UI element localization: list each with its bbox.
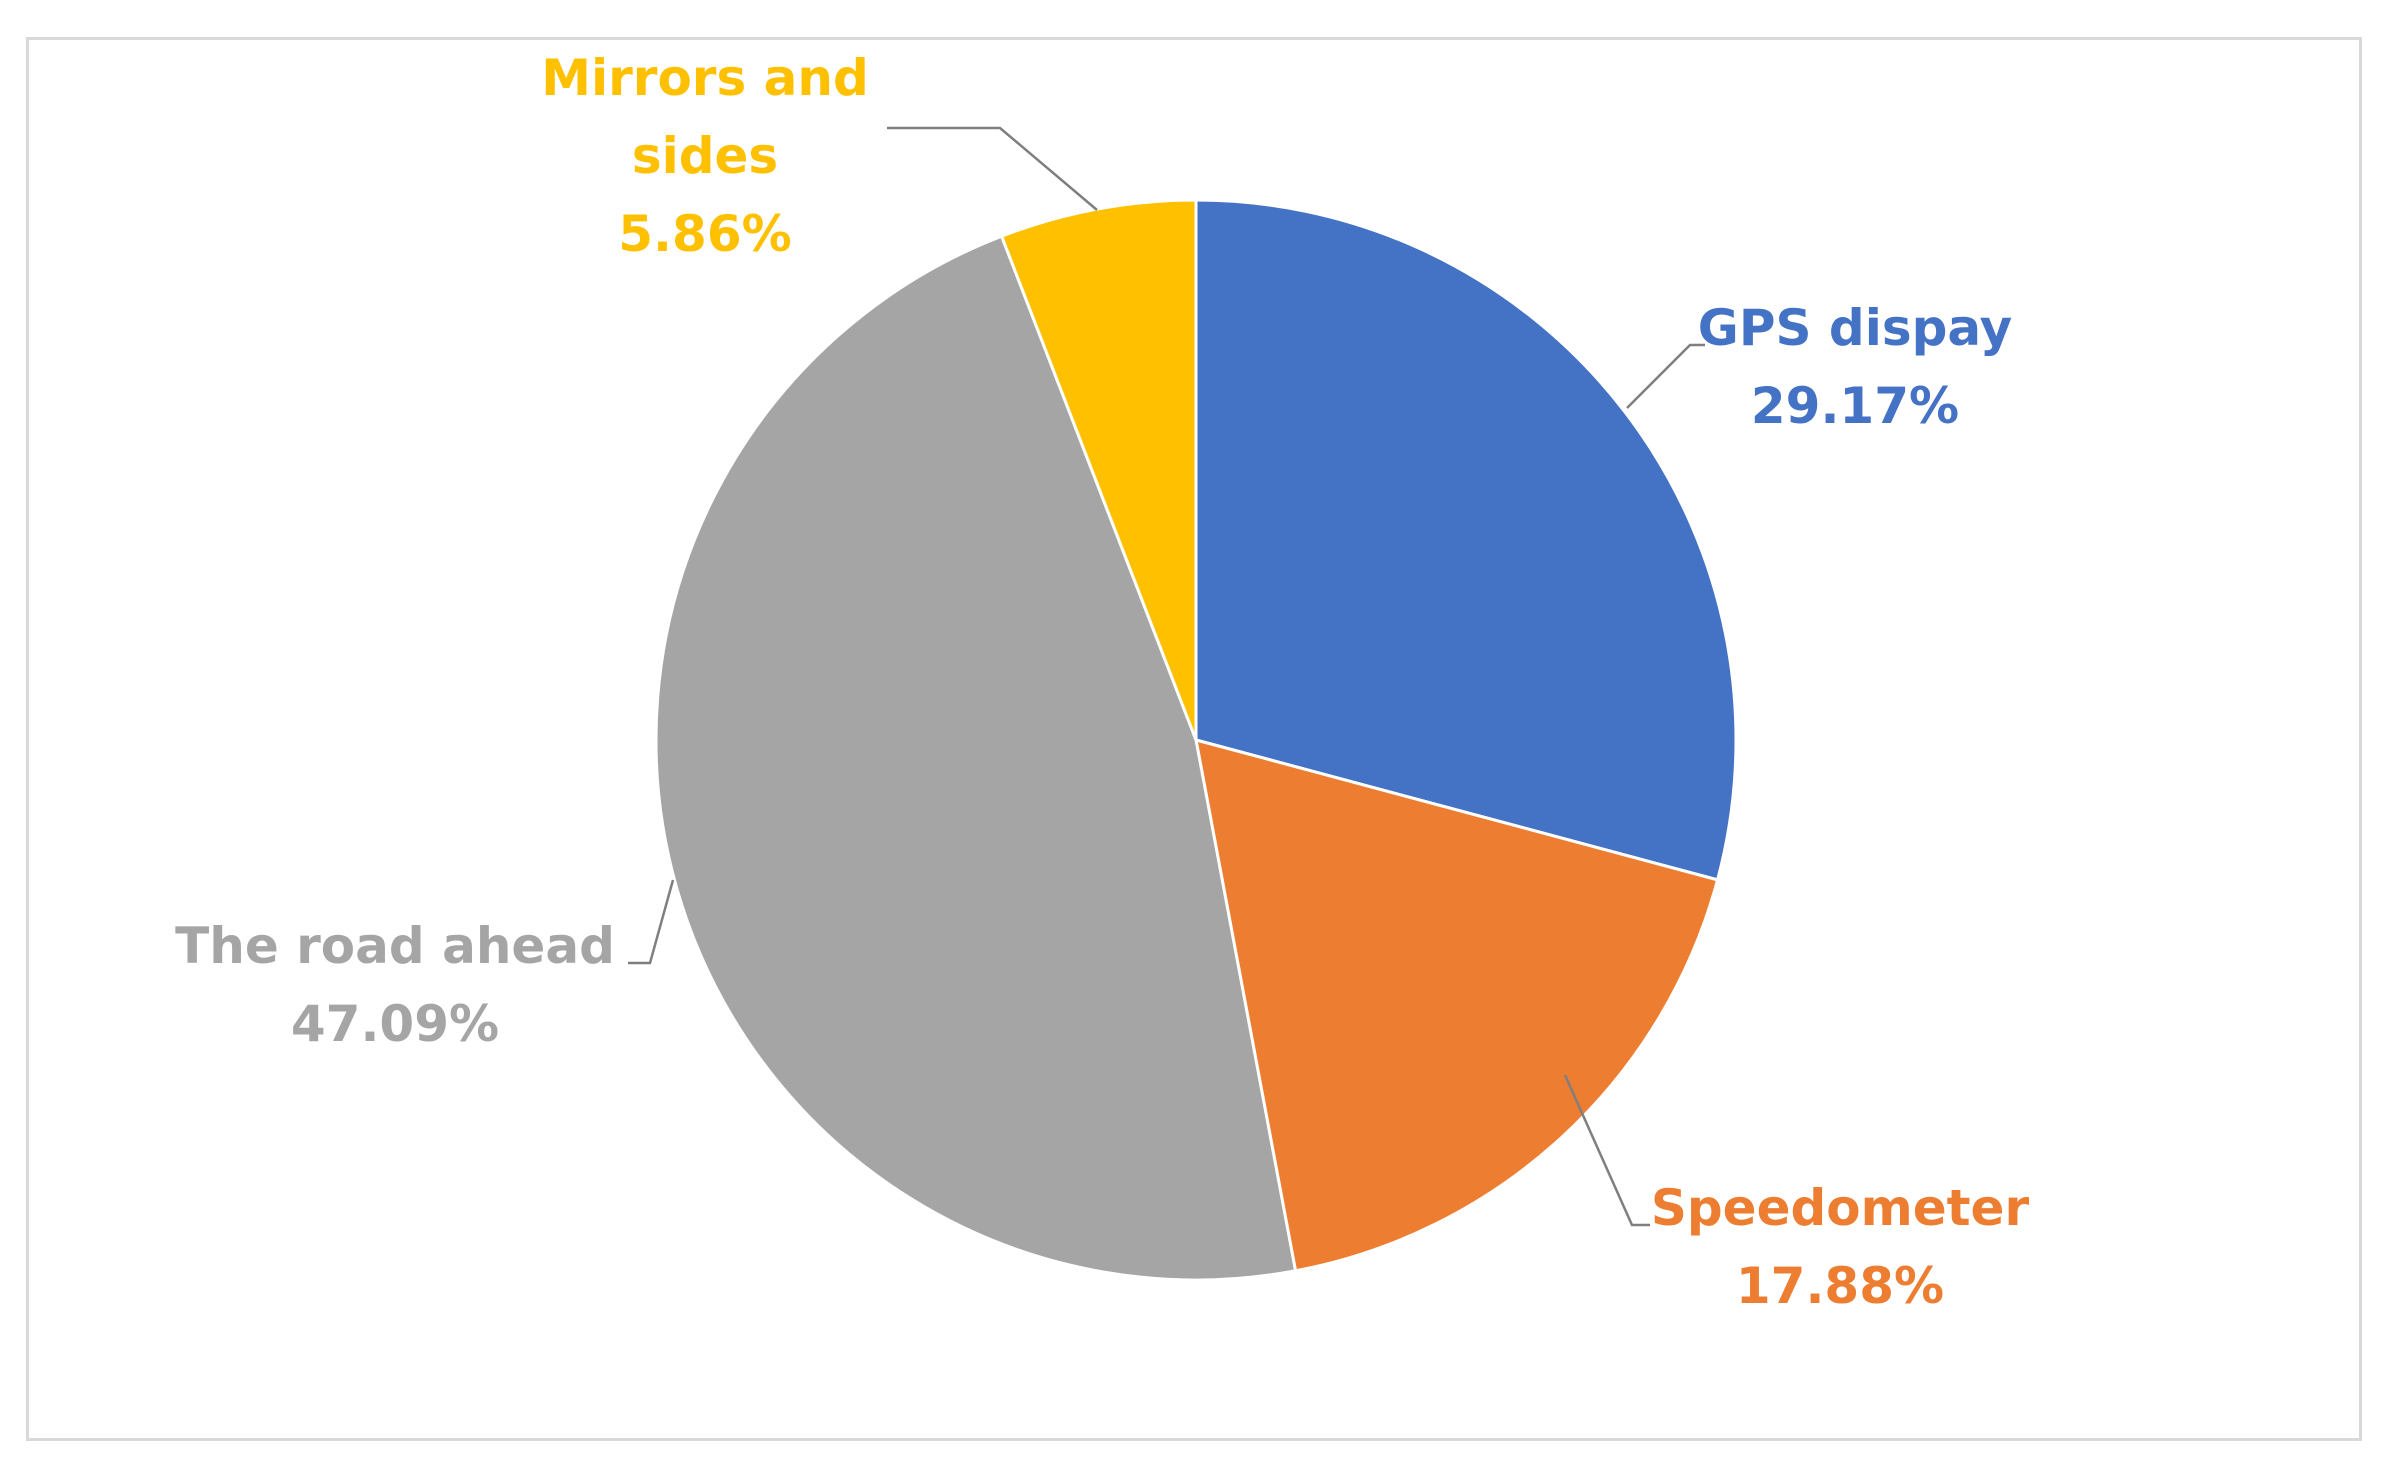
data-label-value: 17.88% xyxy=(1736,1257,1944,1315)
leader-line xyxy=(887,126,1098,211)
data-label-category: sides xyxy=(632,127,778,185)
pie-slice-gps-dispay xyxy=(1194,198,1738,882)
data-label-category: GPS dispay xyxy=(1698,299,2012,357)
pie-slice-the-road-ahead xyxy=(654,234,1298,1282)
leader-line xyxy=(1563,1074,1650,1227)
leader-line xyxy=(1626,343,1705,409)
pie-slice-speedometer xyxy=(1194,737,1720,1273)
leader-line xyxy=(628,879,675,965)
data-label-value: 29.17% xyxy=(1751,377,1959,435)
data-label-category: The road ahead xyxy=(175,917,615,975)
data-label-category: Speedometer xyxy=(1651,1179,2030,1237)
data-label-value: 5.86% xyxy=(618,205,791,263)
data-label-category: Mirrors and xyxy=(541,49,869,107)
data-label-value: 47.09% xyxy=(291,995,499,1053)
